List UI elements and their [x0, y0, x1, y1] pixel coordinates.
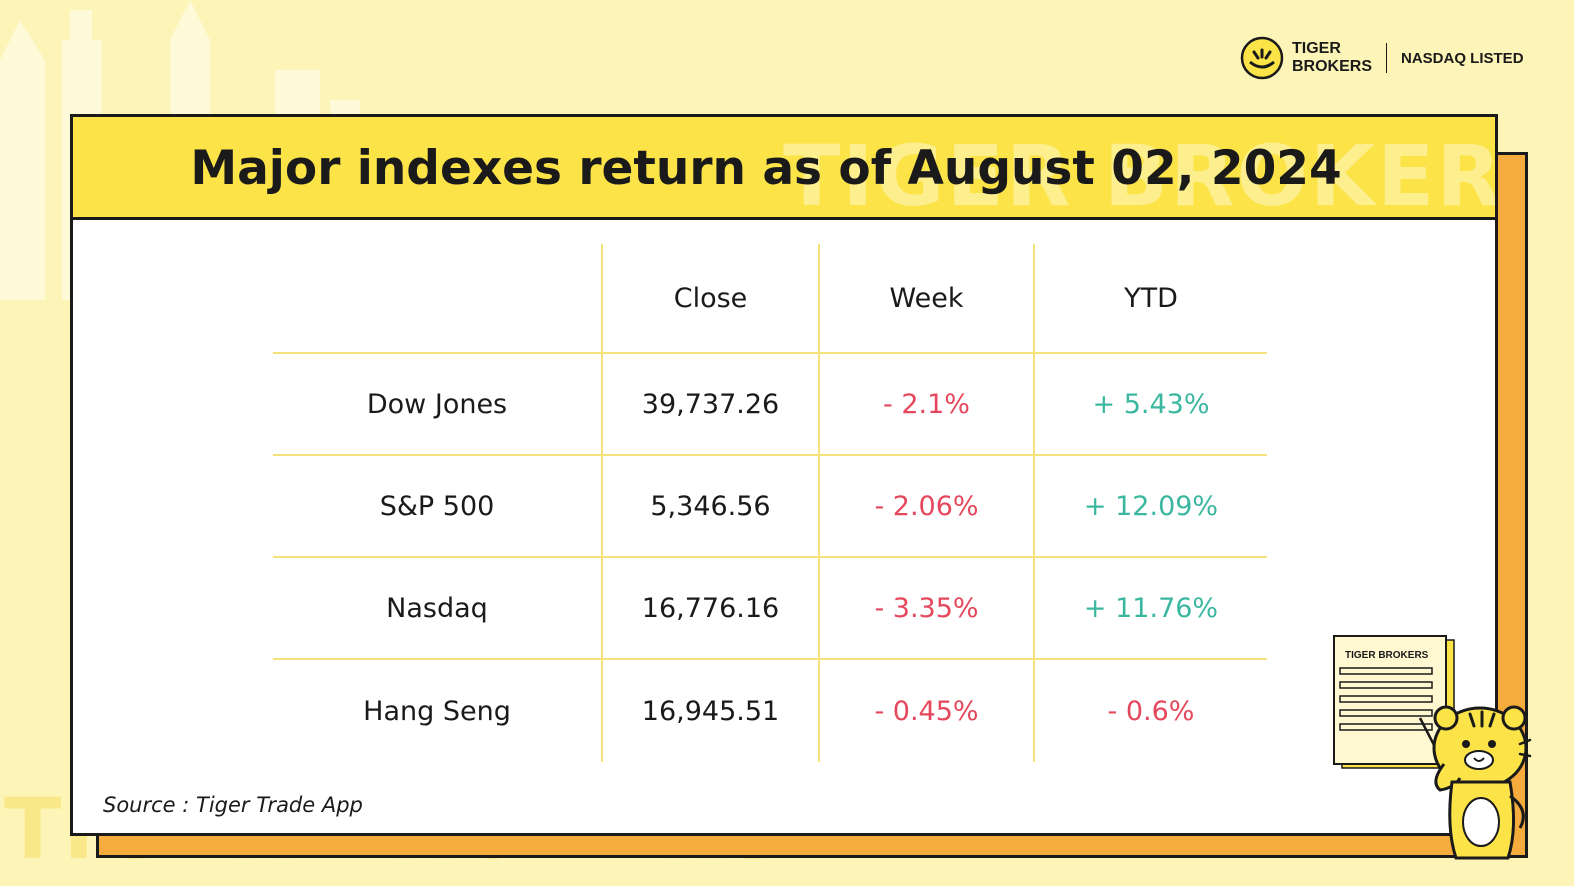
column-divider — [1033, 244, 1035, 762]
row-week-return: - 0.45% — [874, 695, 979, 727]
index-returns-table: Close Week YTD Dow Jones 39,737.26 - 2.1… — [273, 244, 1267, 762]
brand-name-line2: BROKERS — [1292, 58, 1373, 75]
brand-name: TIGER BROKERS — [1292, 40, 1372, 76]
card-header — [73, 117, 1495, 220]
row-ytd-return: + 12.09% — [1083, 490, 1219, 522]
row-divider — [273, 454, 1267, 456]
row-index-name: Nasdaq — [386, 592, 488, 624]
row-week-return: - 2.1% — [883, 388, 970, 420]
brand-name-line1: TIGER — [1292, 40, 1341, 57]
row-close-value: 39,737.26 — [641, 388, 780, 420]
brand-header: TIGER BROKERS NASDAQ LISTED — [1240, 36, 1524, 80]
row-ytd-return: - 0.6% — [1107, 695, 1195, 727]
header-index — [273, 244, 601, 352]
column-divider — [818, 244, 820, 762]
row-index-name: Dow Jones — [366, 388, 508, 420]
watermark-top: TIGER BROKERS — [783, 127, 1498, 225]
page-title: Major indexes return as of August 02, 20… — [190, 141, 1342, 196]
row-ytd-return: + 11.76% — [1083, 592, 1219, 624]
header-ytd: YTD — [1124, 282, 1178, 314]
nasdaq-listed-label: NASDAQ LISTED — [1401, 49, 1524, 67]
row-divider — [273, 658, 1267, 660]
source-note: Source : Tiger Trade App — [103, 793, 363, 817]
returns-card: TIGER BROKERS Major indexes return as of… — [70, 114, 1498, 836]
document-label: TIGER BROKERS — [1345, 650, 1429, 661]
row-divider — [273, 352, 1267, 354]
column-divider — [601, 244, 603, 762]
row-week-return: - 2.06% — [874, 490, 979, 522]
brand-divider — [1386, 43, 1388, 73]
row-index-name: Hang Seng — [363, 695, 511, 727]
row-close-value: 16,945.51 — [641, 695, 780, 727]
row-close-value: 16,776.16 — [641, 592, 780, 624]
header-close: Close — [673, 282, 748, 314]
row-week-return: - 3.35% — [874, 592, 979, 624]
row-index-name: S&P 500 — [379, 490, 495, 522]
tiger-mascot-icon — [1333, 635, 1532, 860]
tiger-logo-icon — [1240, 36, 1284, 80]
row-close-value: 5,346.56 — [650, 490, 771, 522]
row-divider — [273, 556, 1267, 558]
header-week: Week — [889, 282, 964, 314]
row-ytd-return: + 5.43% — [1092, 388, 1210, 420]
